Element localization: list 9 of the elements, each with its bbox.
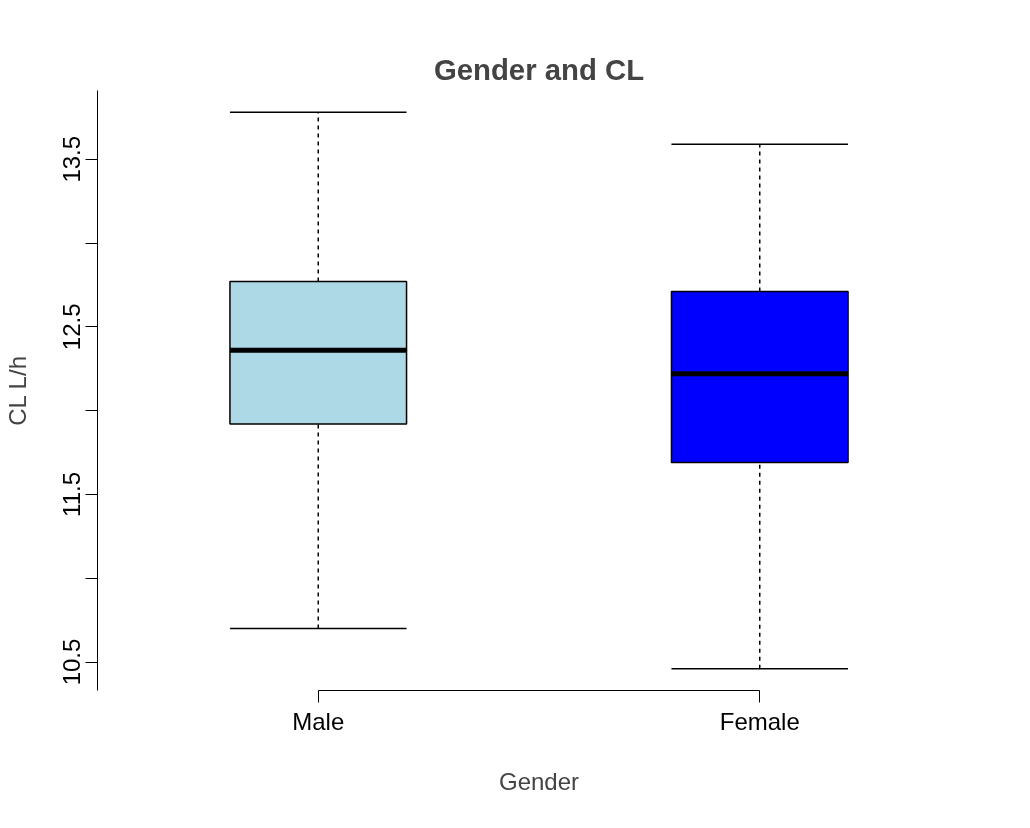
x-tick-label: Male — [292, 707, 345, 735]
x-tick-label: Female — [719, 707, 800, 735]
y-tick-label: 13.5 — [58, 135, 86, 183]
y-tick-label: 10.5 — [58, 638, 86, 686]
y-tick-label: 11.5 — [58, 471, 86, 517]
y-tick-label: 12.5 — [58, 303, 86, 351]
y-axis-title: CL L/h — [3, 356, 31, 426]
chart-title: Gender and CL — [433, 52, 645, 86]
x-axis-title: Gender — [498, 767, 580, 795]
